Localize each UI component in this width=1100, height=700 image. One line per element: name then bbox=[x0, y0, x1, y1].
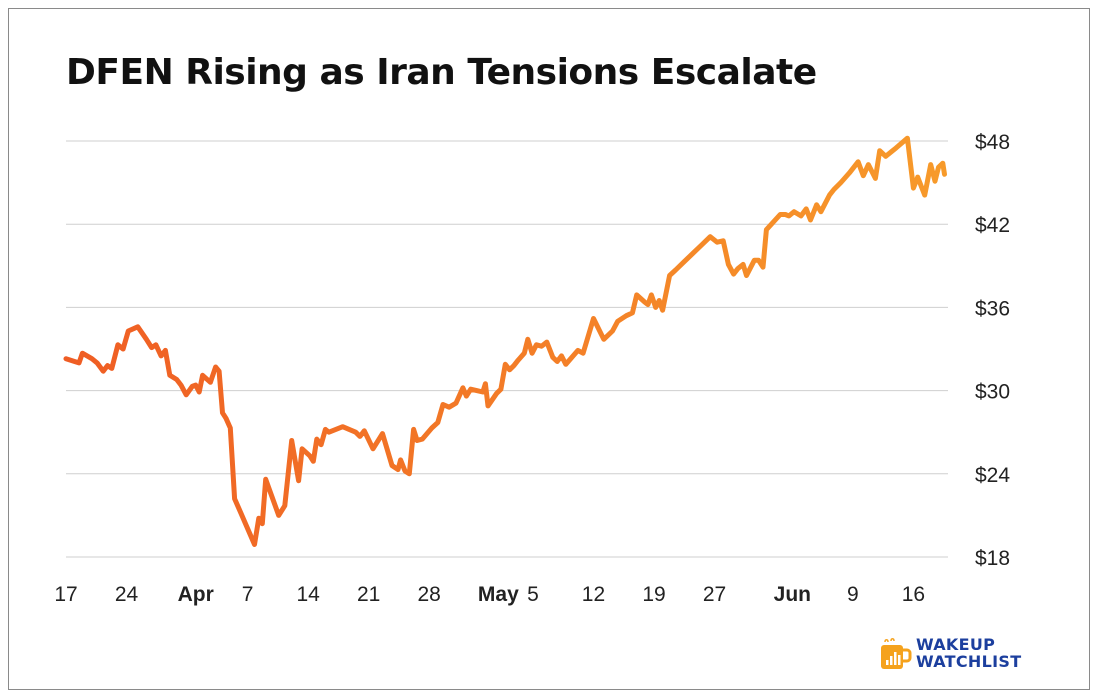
chart-title: DFEN Rising as Iran Tensions Escalate bbox=[66, 52, 817, 93]
y-tick-label: $36 bbox=[975, 297, 1010, 320]
coffee-mug-icon bbox=[881, 638, 912, 669]
x-tick-month-label: Jun bbox=[774, 583, 811, 606]
logo-wordmark: WAKEUP WATCHLIST bbox=[916, 636, 1021, 670]
x-tick-label: 14 bbox=[296, 583, 320, 606]
x-tick-label: 12 bbox=[582, 583, 605, 606]
x-tick-label: 16 bbox=[902, 583, 925, 606]
logo-line-2: WATCHLIST bbox=[916, 652, 1022, 671]
y-tick-label: $48 bbox=[975, 131, 1010, 154]
logo-line-1: WAKEUP bbox=[916, 635, 996, 654]
y-gridlines bbox=[66, 140, 948, 558]
x-tick-month-label: Apr bbox=[178, 583, 214, 606]
x-tick-label: 17 bbox=[54, 583, 77, 606]
series-line bbox=[63, 135, 947, 547]
y-axis-ticks: $48 $42 $36 $30 $24 $18 bbox=[975, 131, 1010, 570]
x-tick-label: 19 bbox=[642, 583, 665, 606]
y-tick-label: $30 bbox=[975, 381, 1010, 404]
series-layer bbox=[63, 135, 947, 547]
x-tick-label: 27 bbox=[703, 583, 726, 606]
x-tick-label: 21 bbox=[357, 583, 380, 606]
x-tick-label: 7 bbox=[242, 583, 254, 606]
x-tick-label: 5 bbox=[527, 583, 539, 606]
x-tick-label: 28 bbox=[417, 583, 440, 606]
x-tick-label: 24 bbox=[115, 583, 139, 606]
x-tick-month-label: May bbox=[478, 583, 519, 606]
y-tick-label: $18 bbox=[975, 547, 1010, 570]
x-tick-label: 9 bbox=[847, 583, 859, 606]
y-tick-label: $42 bbox=[975, 214, 1010, 237]
y-tick-label: $24 bbox=[975, 464, 1010, 487]
wakeup-watchlist-logo: WAKEUP WATCHLIST bbox=[876, 632, 1036, 676]
x-axis-ticks: 17 24 Apr 7 14 21 28 May 5 12 19 27 Jun 9 16 bbox=[54, 583, 925, 606]
